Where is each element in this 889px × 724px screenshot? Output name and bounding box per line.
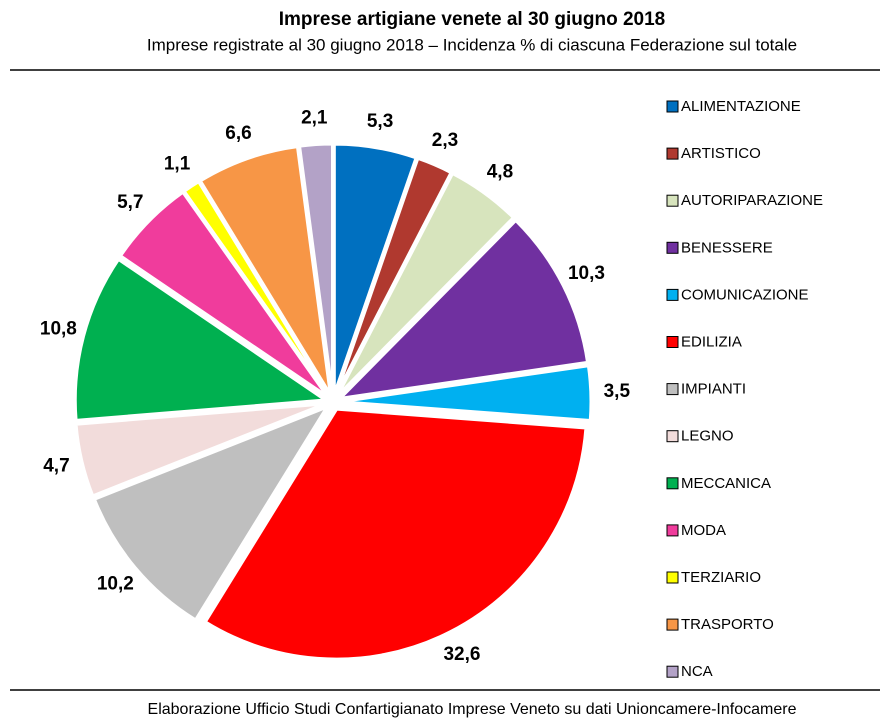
legend-label: TRASPORTO	[681, 616, 774, 633]
pie-slice	[118, 190, 329, 398]
legend-label: BENESSERE	[681, 239, 773, 256]
legend-swatch	[666, 383, 679, 396]
data-label: 4,8	[487, 161, 513, 182]
legend-swatch	[666, 665, 679, 678]
legend-swatch	[666, 336, 679, 348]
data-label: 2,1	[301, 108, 328, 129]
chart-title: Imprese artigiane venete al 30 giugno 20…	[279, 9, 666, 30]
legend-swatch	[666, 241, 679, 254]
legend-label: TERZIARIO	[681, 569, 761, 586]
pie-slice	[334, 156, 454, 396]
legend-label: COMUNICAZIONE	[681, 286, 809, 303]
pie-slice	[335, 218, 590, 401]
pie-slice	[92, 404, 331, 622]
pie-slice	[203, 407, 588, 661]
legend-swatch	[666, 571, 679, 584]
pie-slice	[340, 364, 593, 423]
data-label: 10,3	[568, 263, 605, 284]
legend-swatch	[666, 430, 679, 443]
legend-swatch	[666, 100, 679, 113]
pie-slice	[73, 257, 330, 422]
legend-swatch	[666, 288, 679, 301]
legend-label: MODA	[681, 522, 726, 539]
data-label: 2,3	[432, 130, 458, 151]
legend-swatch	[666, 524, 679, 537]
data-label: 10,8	[40, 319, 77, 340]
legend-label: NCA	[681, 663, 713, 680]
legend-swatch	[666, 194, 679, 207]
legend-swatch	[666, 618, 679, 631]
pie-slice	[336, 171, 516, 397]
pie-slice	[182, 179, 330, 397]
legend-label: EDILIZIA	[681, 333, 742, 350]
data-label: 5,3	[367, 111, 393, 132]
data-label: 10,2	[97, 573, 134, 594]
source-note: Elaborazione Ufficio Studi Confartigiana…	[148, 701, 797, 718]
legend-label: MECCANICA	[681, 475, 771, 492]
data-label: 1,1	[164, 154, 191, 175]
legend-swatch	[666, 147, 679, 160]
data-label: 4,7	[43, 456, 69, 477]
data-label: 3,5	[604, 381, 631, 402]
pie-slice	[74, 402, 326, 498]
legend-label: LEGNO	[681, 428, 734, 445]
chart-subtitle: Imprese registrate al 30 giugno 2018 – I…	[147, 35, 797, 54]
pie-slice	[297, 142, 334, 395]
legend-label: ALIMENTAZIONE	[681, 98, 801, 115]
data-label: 6,6	[225, 123, 251, 144]
legend-label: IMPIANTI	[681, 381, 746, 398]
legend-label: ARTISTICO	[681, 145, 761, 162]
pie-slice	[198, 144, 332, 396]
pie-slice	[332, 142, 418, 395]
legend-swatch	[666, 477, 679, 490]
data-label: 5,7	[117, 192, 143, 213]
data-label: 32,6	[443, 644, 480, 665]
legend-label: AUTORIPARAZIONE	[681, 192, 823, 209]
